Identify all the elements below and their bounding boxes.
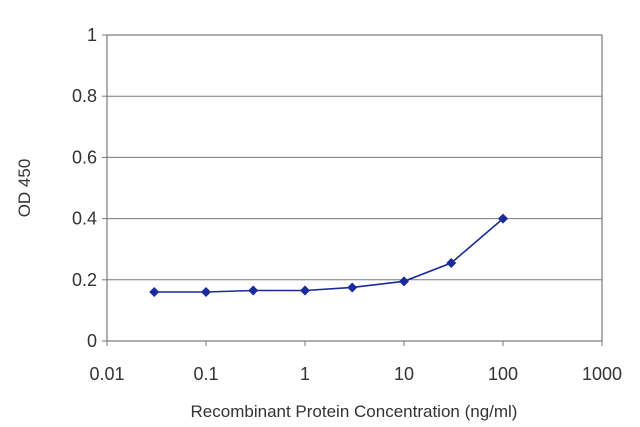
y-tick-label: 1 [87,25,97,45]
data-point [347,282,358,293]
x-tick-label: 0.01 [89,364,124,384]
data-series [149,213,508,298]
y-tick-label: 0.8 [72,86,97,106]
x-tick-label: 100 [488,364,518,384]
data-point [201,287,211,298]
x-tick-label: 10 [394,364,414,384]
data-point [498,213,508,224]
data-point [399,276,409,287]
data-point [149,287,160,298]
gridlines [107,95,602,281]
y-tick-label: 0.4 [72,209,97,229]
x-tick-labels: 0.01 0.1 1 10 100 1000 [89,341,622,384]
x-tick-label: 0.1 [193,364,218,384]
y-tick-label: 0.6 [72,147,97,167]
data-point [300,285,310,296]
x-axis-title: Recombinant Protein Concentration (ng/ml… [191,402,518,421]
y-tick-label: 0.2 [72,270,97,290]
y-tick-label: 0 [87,331,97,351]
x-tick-label: 1 [300,364,310,384]
data-point [446,257,457,268]
y-axis-title: OD 450 [15,159,34,218]
y-tick-labels: 0 0.2 0.4 0.6 0.8 1 [72,25,107,351]
series-line-0 [154,217,504,293]
plot-frame [106,34,603,342]
data-point [248,285,259,296]
x-tick-label: 1000 [582,364,622,384]
